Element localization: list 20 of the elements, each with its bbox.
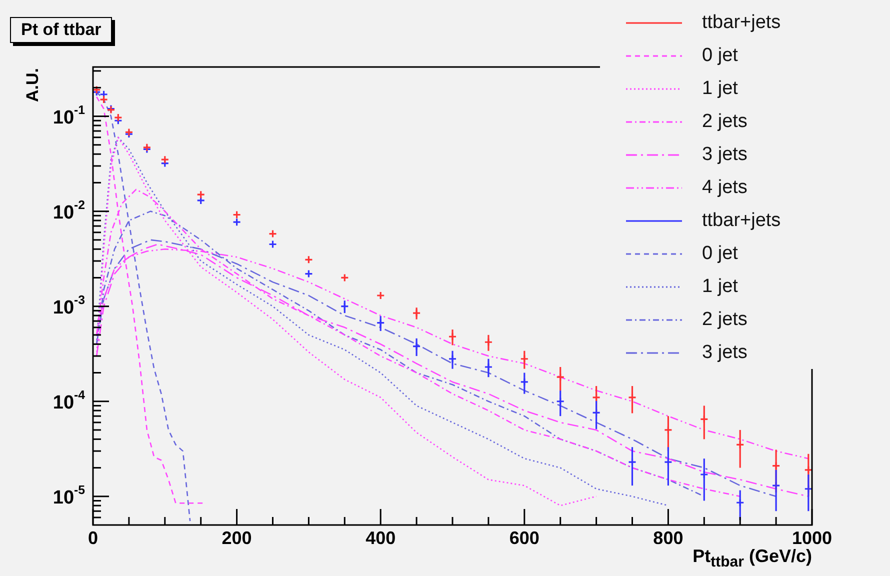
legend-label: 1 jet [702, 276, 738, 298]
legend-label: 0 jet [702, 242, 738, 264]
legend-label: ttbar+jets [702, 210, 781, 232]
legend-label: ttbar+jets [702, 12, 781, 34]
legend-label: 0 jet [702, 44, 738, 66]
x-tick-label: 1000 [792, 528, 832, 548]
y-axis-title: A.U. [23, 68, 43, 102]
legend-label: 3 jets [702, 144, 748, 166]
x-tick-label: 0 [88, 528, 98, 548]
legend-label: 2 jets [702, 308, 748, 330]
x-axis-title: Pt$_{ttbar}$ (GeV/c) [692, 546, 812, 571]
chart-title: Pt of ttbar [10, 17, 112, 43]
legend-label: 3 jets [702, 342, 748, 364]
legend-label: 4 jets [702, 176, 748, 198]
x-tick-label: 600 [509, 528, 540, 548]
x-tick-label: 200 [222, 528, 252, 548]
x-tick-label: 400 [366, 528, 396, 548]
legend-label: 1 jet [702, 78, 738, 100]
x-tick-label: 800 [653, 528, 684, 548]
legend-label: 2 jets [702, 110, 748, 132]
